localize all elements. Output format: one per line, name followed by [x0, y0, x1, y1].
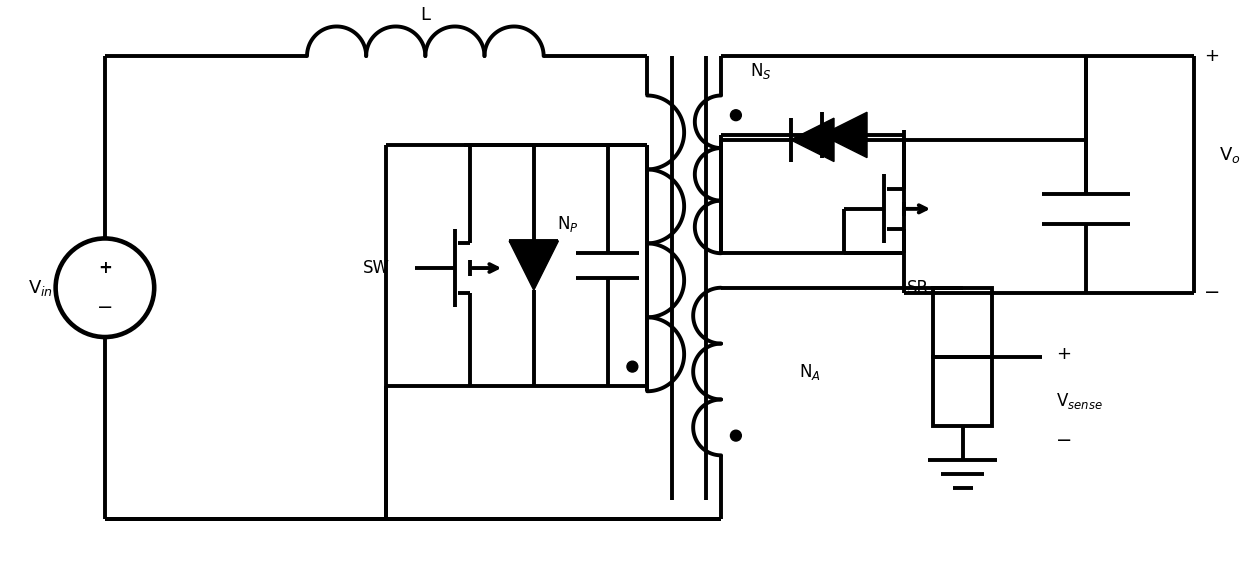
- Text: SW: SW: [362, 259, 389, 277]
- Text: N$_P$: N$_P$: [558, 214, 579, 234]
- Text: V$_{sense}$: V$_{sense}$: [1056, 391, 1104, 411]
- Text: L: L: [420, 6, 430, 23]
- Text: N$_A$: N$_A$: [799, 362, 821, 382]
- Text: +: +: [98, 259, 112, 277]
- Text: SR: SR: [908, 279, 929, 297]
- Bar: [932, 288, 992, 357]
- Text: V$_{in}$: V$_{in}$: [29, 278, 53, 298]
- Text: +: +: [1056, 345, 1071, 363]
- Polygon shape: [822, 112, 867, 157]
- Bar: [932, 357, 992, 426]
- Circle shape: [730, 430, 742, 441]
- Polygon shape: [510, 241, 558, 290]
- Text: +: +: [1204, 47, 1219, 65]
- Text: −: −: [1204, 283, 1220, 302]
- Circle shape: [627, 361, 637, 372]
- Circle shape: [730, 110, 742, 120]
- Polygon shape: [791, 118, 835, 161]
- Text: N$_S$: N$_S$: [750, 61, 771, 81]
- Text: −: −: [1056, 431, 1073, 450]
- Text: −: −: [97, 298, 113, 317]
- Text: V$_o$: V$_o$: [1219, 144, 1240, 164]
